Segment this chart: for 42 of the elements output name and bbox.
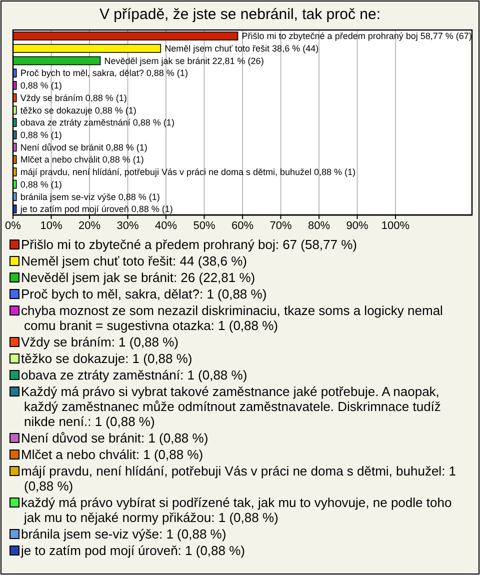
x-tick-label: 10% bbox=[40, 220, 62, 232]
x-tick-label: 30% bbox=[116, 220, 139, 232]
legend-label: Přišlo mi to zbytečné a předem prohraný boj: 67 (58,77 %) bbox=[21, 237, 358, 252]
x-tick-label: 90% bbox=[346, 220, 368, 232]
data-label: je to zatím pod mojí úroveň 0,88 % (1) bbox=[19, 204, 173, 214]
data-label: 0,88 % (1) bbox=[20, 130, 62, 140]
data-label: obava ze ztráty zaměstnání 0,88 % (1) bbox=[20, 118, 174, 128]
x-tick-label: 100% bbox=[381, 220, 410, 232]
x-tick-label: 50% bbox=[193, 220, 216, 232]
legend-label: chyba moznost ze som nezazil diskriminaciu, tkaze soms a logicky nemal comu branit = sugestivna otazka: 1 (0,88 %) bbox=[21, 303, 444, 333]
data-label: májí pravdu, není hlídání, potřebuji Vás v práci ne doma s dětmi, buhužel 0,88 % (1) bbox=[20, 167, 356, 178]
legend-label: bránila jsem se-viz výše: 1 (0,88 %) bbox=[21, 526, 226, 542]
data-label: Neměl jsem chuť toto řešit 38,6 % (44) bbox=[164, 44, 319, 54]
x-tick-label: 0% bbox=[5, 220, 22, 232]
legend-label: Neměl jsem chuť toto řešit: 44 (38,6 %) bbox=[21, 254, 247, 268]
legend-label: Každý má právo si vybrat takové zaměstnance jaké potřebuje. A naopak, každý zaměstnanec může odmítnout zaměstnavatele. Diskrimnace tudíž nikde není.: 1 (0,88 %) bbox=[21, 384, 441, 429]
chart-title: V případě, že jste se nebránil, tak proč ne: bbox=[100, 6, 380, 23]
x-tick-label: 20% bbox=[78, 220, 101, 232]
data-label: Nevěděl jsem jak se bránit 22,81 % (26) bbox=[104, 56, 264, 66]
legend-label: Nevěděl jsem jak se bránit: 26 (22,81 %) bbox=[21, 270, 256, 285]
legend-label: obava ze ztráty zaměstnání: 1 (0,88 %) bbox=[21, 368, 248, 382]
legend-label: májí pravdu, není hlídání, potřebuji Vás v práci ne doma s dětmi, buhužel: 1 (0,88 %) bbox=[21, 464, 456, 494]
data-label: 0,88 % (1) bbox=[20, 179, 62, 190]
data-label: Není důvod se bránit 0,88 % (1) bbox=[20, 142, 148, 152]
legend-label: každý má právo vybírat si podřízené tak, jak mu to vyhovuje, ne podle toho jak mu to nějaké normy přikážou: 1 (0,88 %) bbox=[21, 495, 452, 525]
data-label: těžko se dokazuje 0,88 % (1) bbox=[20, 105, 136, 116]
x-tick-label: 70% bbox=[270, 220, 292, 232]
data-label: 0,88 % (1) bbox=[20, 80, 62, 91]
legend-label: těžko se dokazuje: 1 (0,88 %) bbox=[21, 351, 192, 366]
legend-label: je to zatím pod mojí úroveň: 1 (0,88 %) bbox=[20, 543, 245, 558]
data-label: bránila jsem se-viz výše 0,88 % (1) bbox=[20, 192, 160, 202]
legend-label: Vždy se bráním: 1 (0,88 %) bbox=[21, 334, 179, 350]
data-label: Mlčet a nebo chválit 0,88 % (1) bbox=[20, 154, 144, 165]
data-label: Přišlo mi to zbytečné a předem prohraný boj 58,77 % (67) bbox=[242, 31, 472, 42]
legend-label: Není důvod se bránit: 1 (0,88 %) bbox=[21, 430, 208, 446]
data-label: Vždy se bráním 0,88 % (1) bbox=[20, 92, 127, 103]
x-tick-label: 80% bbox=[308, 220, 330, 232]
legend-label: Mlčet a nebo chválit: 1 (0,88 %) bbox=[21, 447, 204, 462]
x-tick-label: 40% bbox=[154, 220, 178, 232]
x-tick-label: 60% bbox=[231, 220, 254, 232]
legend-label: Proč bych to měl, sakra, dělat?: 1 (0,88 %) bbox=[21, 286, 267, 302]
data-label: Proč bych to měl, sakra, dělat? 0,88 % (1) bbox=[20, 68, 188, 78]
